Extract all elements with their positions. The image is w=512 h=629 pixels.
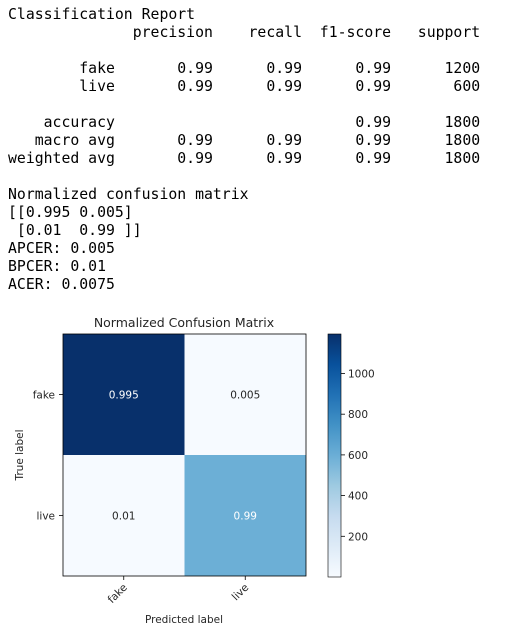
report-line: ACER: 0.0075 — [8, 276, 115, 293]
y-axis-label: True label — [14, 429, 26, 481]
report-line: [[0.995 0.005] — [8, 204, 133, 221]
report-line: precision recall f1-score support — [132, 24, 481, 41]
x-axis-label: Predicted label — [145, 614, 223, 626]
cell-value-label: 0.995 — [109, 390, 139, 402]
colorbar-ticks: 200 400 600 800 1000 — [341, 368, 375, 543]
colorbar-tick-label: 200 — [348, 531, 368, 543]
heatmap-cell — [184, 455, 306, 576]
report-line: accuracy 0.99 1800 — [43, 114, 481, 131]
report-line: live 0.99 0.99 0.99 600 — [79, 78, 481, 95]
heatmap-cells: 0.995 0.005 0.01 0.99 — [63, 334, 306, 576]
classification-report: Classification Report precision recall f… — [8, 6, 480, 294]
colorbar-tick-label: 800 — [348, 409, 368, 421]
x-tick-label: live — [230, 582, 252, 604]
colorbar-tick-label: 1000 — [348, 368, 375, 380]
report-line: [0.01 0.99 ]] — [16, 222, 142, 239]
cell-value-label: 0.99 — [234, 511, 257, 523]
colorbar — [327, 333, 342, 578]
chart-title: Normalized Confusion Matrix — [94, 315, 274, 330]
heatmap-cell — [184, 334, 306, 455]
report-line: BPCER: 0.01 — [8, 258, 106, 275]
plot-frame — [62, 333, 307, 577]
cell-value-label: 0.005 — [230, 390, 260, 402]
heatmap-cell — [63, 455, 185, 576]
report-line: fake 0.99 0.99 0.99 1200 — [79, 60, 481, 77]
report-line: Normalized confusion matrix — [8, 186, 249, 203]
report-line: APCER: 0.005 — [8, 240, 115, 257]
report-line: macro avg 0.99 0.99 0.99 1800 — [34, 132, 481, 149]
report-line: weighted avg 0.99 0.99 0.99 1800 — [8, 150, 481, 167]
colorbar-tick-label: 600 — [348, 450, 368, 462]
colorbar-tick-label: 400 — [348, 491, 368, 503]
heatmap-cell — [63, 334, 185, 455]
y-tick-label: live — [36, 511, 55, 523]
y-tick-label: fake — [33, 390, 55, 402]
cell-value-label: 0.01 — [112, 511, 135, 523]
x-tick-label: fake — [106, 582, 130, 606]
report-line: Classification Report — [8, 6, 196, 23]
confusion-matrix-figure: Normalized Confusion Matrix 0.995 0.0050.… — [14, 315, 375, 626]
